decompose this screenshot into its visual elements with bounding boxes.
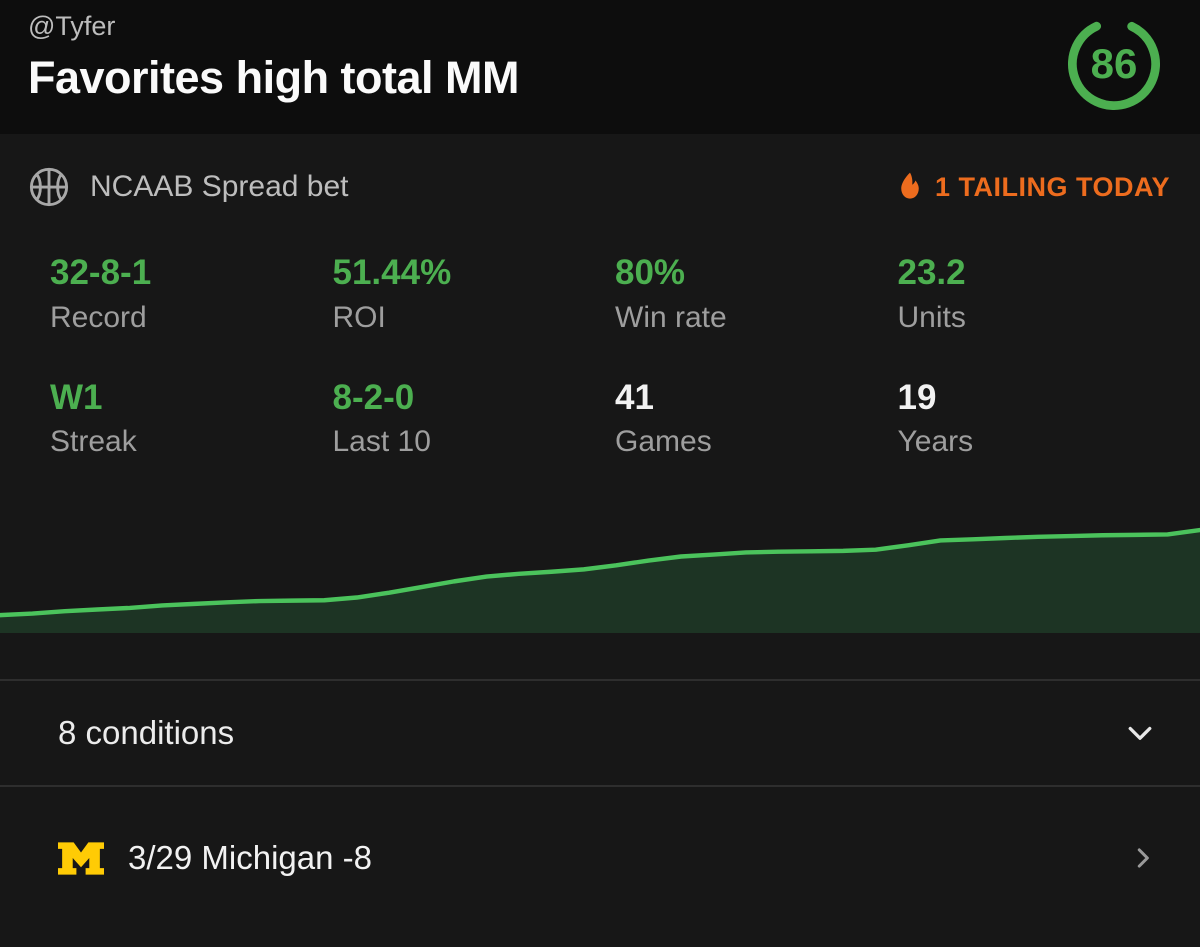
header: @Tyfer Favorites high total MM 86 xyxy=(0,0,1200,135)
score-value: 86 xyxy=(1090,40,1138,87)
tailing-badge[interactable]: 1 TAILING TODAY xyxy=(895,170,1170,204)
page-title: Favorites high total MM xyxy=(28,52,520,104)
stat-label: Streak xyxy=(50,425,137,459)
chevron-down-icon[interactable] xyxy=(1122,715,1158,751)
stat-record: 32-8-1 Record xyxy=(50,254,333,335)
chevron-right-icon[interactable] xyxy=(1128,843,1158,873)
score-ring: 86 xyxy=(1062,12,1166,116)
stat-value: 32-8-1 xyxy=(50,253,152,293)
stat-units: 23.2 Units xyxy=(898,254,1181,335)
conditions-label: 8 conditions xyxy=(58,714,235,752)
stat-games: 41 Games xyxy=(615,377,898,460)
stat-label: Games xyxy=(615,425,712,459)
game-row[interactable]: 3/29 Michigan -8 xyxy=(0,787,1200,947)
league-label: NCAAB Spread bet xyxy=(90,170,349,204)
divider xyxy=(0,785,1200,788)
stat-label: Units xyxy=(897,300,966,334)
user-handle[interactable]: @Tyfer xyxy=(28,11,116,41)
units-area-chart xyxy=(0,515,1200,634)
michigan-logo xyxy=(58,842,104,875)
conditions-row[interactable]: 8 conditions xyxy=(0,681,1200,785)
chart-line xyxy=(0,527,1200,618)
stat-last-10: 8-2-0 Last 10 xyxy=(332,377,616,460)
stats-grid: 32-8-1 Record 51.44% ROI 80% Win rate 23… xyxy=(0,254,1200,459)
stat-label: Last 10 xyxy=(332,425,431,459)
stat-win-rate: 80% Win rate xyxy=(615,254,898,335)
basketball-icon xyxy=(26,164,72,210)
stats-card: NCAAB Spread bet 1 TAILING TODAY 32-8-1 … xyxy=(0,134,1200,634)
divider xyxy=(0,679,1200,682)
chart-area-fill xyxy=(0,530,1200,634)
stat-value: W1 xyxy=(50,377,103,417)
game-label: 3/29 Michigan -8 xyxy=(128,839,372,877)
card-header: NCAAB Spread bet 1 TAILING TODAY xyxy=(0,164,1200,210)
stat-streak: W1 Streak xyxy=(50,377,333,460)
stat-value: 23.2 xyxy=(897,253,966,293)
stat-roi: 51.44% ROI xyxy=(333,254,616,335)
stat-value: 41 xyxy=(615,377,654,417)
score-ring-icon xyxy=(1067,17,1161,111)
flame-icon xyxy=(895,170,925,204)
stat-label: Win rate xyxy=(615,300,727,334)
stat-label: ROI xyxy=(332,300,386,334)
stat-label: Record xyxy=(50,300,147,334)
stat-years: 19 Years xyxy=(897,377,1181,460)
league-group: NCAAB Spread bet xyxy=(26,164,348,210)
tailing-label: 1 TAILING TODAY xyxy=(934,171,1170,202)
stat-value: 19 xyxy=(897,377,937,417)
stat-value: 51.44% xyxy=(332,253,452,293)
stat-value: 80% xyxy=(615,253,686,293)
stat-value: 8-2-0 xyxy=(332,377,415,417)
stat-label: Years xyxy=(897,425,974,459)
